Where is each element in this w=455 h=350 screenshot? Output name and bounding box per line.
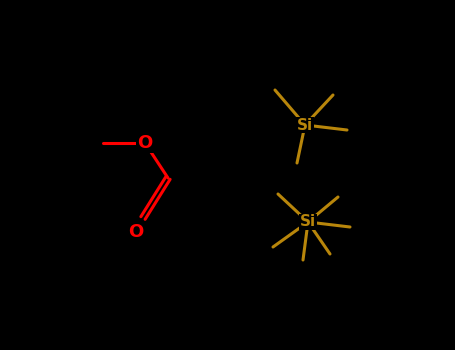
Text: O: O [128,223,144,241]
Text: Si: Si [300,215,316,230]
Text: O: O [137,134,152,152]
Text: Si: Si [297,118,313,133]
